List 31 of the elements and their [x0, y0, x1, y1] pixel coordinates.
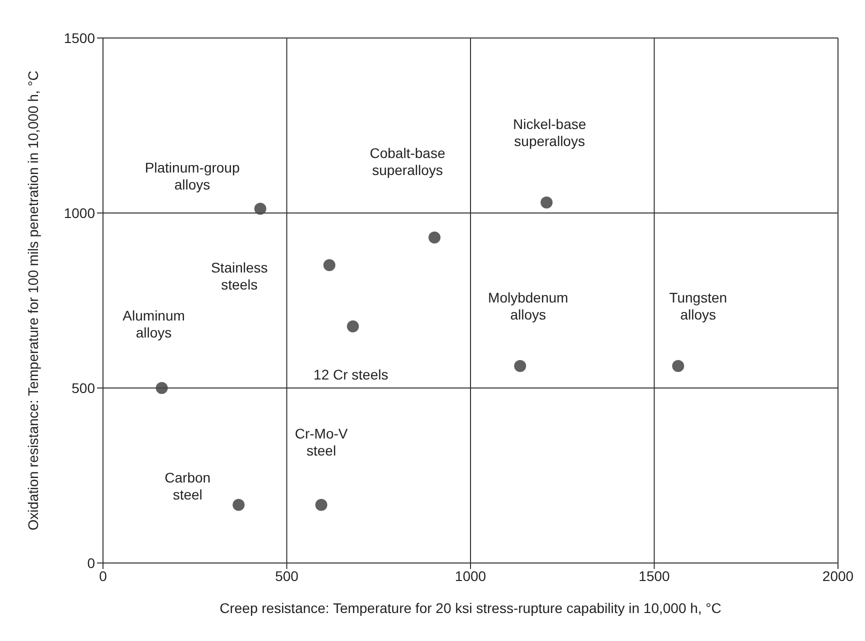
point	[672, 360, 684, 372]
y-tick-label: 1500	[64, 30, 96, 46]
point	[156, 382, 168, 394]
point	[254, 202, 266, 215]
annotation: Tungsten alloys	[669, 289, 728, 322]
annotation: 12 Cr steels	[314, 366, 388, 382]
x-tick-label: 500	[275, 568, 299, 584]
point	[323, 259, 336, 272]
annotation: Aluminum alloys	[122, 308, 185, 340]
point	[232, 498, 245, 511]
annotation: Cobalt-base superalloys	[370, 145, 446, 178]
x-tick-label: 1500	[638, 568, 670, 584]
annotation: Molybdenum alloys	[488, 289, 568, 322]
annotation: Nickel-base superalloys	[513, 116, 586, 149]
point	[428, 232, 440, 244]
point	[315, 498, 328, 511]
x-axis-title: Creep resistance: Temperature for 20 ksi stress-rupture capability in 10,000 h, °C	[220, 600, 722, 616]
annotation: Platinum-group alloys	[144, 159, 240, 192]
y-tick-label: 1000	[64, 204, 96, 221]
point	[514, 360, 526, 372]
annotation: Cr-Mo-V steel	[294, 425, 348, 458]
y-tick-label: 500	[72, 380, 96, 396]
x-tick-label: 2000	[822, 568, 854, 584]
annotation: Carbon steel	[164, 469, 211, 502]
point	[540, 196, 553, 208]
point	[346, 320, 359, 332]
x-tick-label: 0	[99, 568, 108, 584]
y-tick-label: 0	[87, 554, 96, 571]
annotation: Stainless steels	[210, 260, 268, 293]
y-axis-title: Oxidation resistance: Temperature for 100 mils penetration in 10,000 h, °C	[24, 70, 41, 530]
x-tick-label: 1000	[454, 568, 486, 584]
